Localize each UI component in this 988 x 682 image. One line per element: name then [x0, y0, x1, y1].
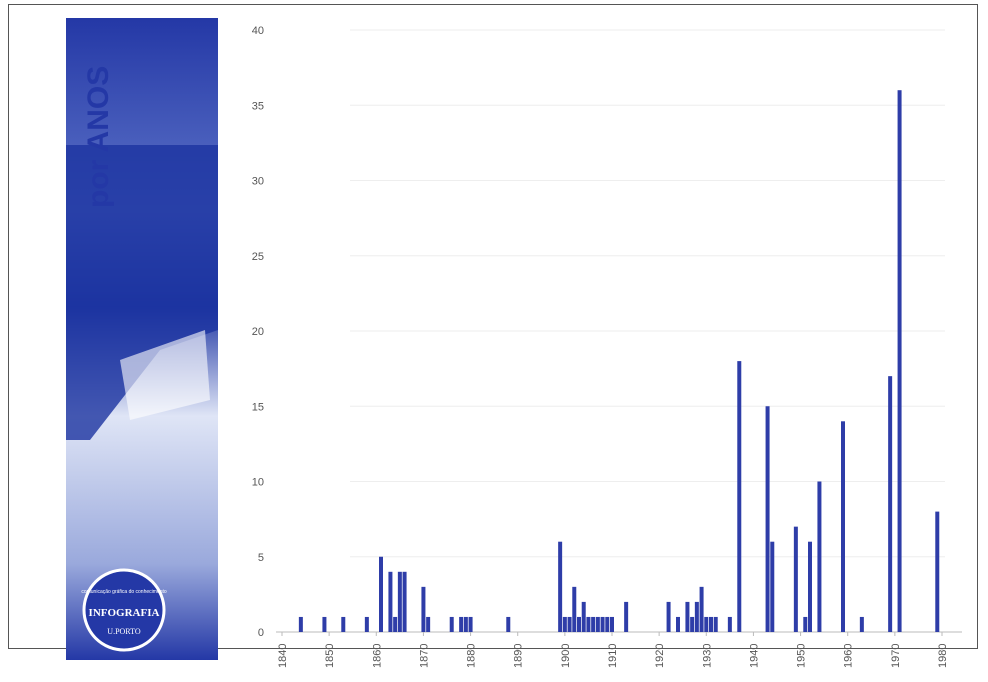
bar [450, 617, 454, 632]
bar [860, 617, 864, 632]
y-tick-label: 5 [258, 552, 264, 564]
x-tick-label: 1860 [371, 644, 383, 668]
bar [582, 602, 586, 632]
bar [388, 572, 392, 632]
bar [714, 617, 718, 632]
x-tick-label: 1880 [466, 644, 478, 668]
bar [299, 617, 303, 632]
bar [770, 542, 774, 632]
bar [676, 617, 680, 632]
bar [341, 617, 345, 632]
bar [794, 527, 798, 632]
bar [596, 617, 600, 632]
bar [393, 617, 397, 632]
x-tick-label: 1890 [513, 644, 525, 668]
bar [469, 617, 473, 632]
bar [459, 617, 463, 632]
bar [700, 587, 704, 632]
bar [577, 617, 581, 632]
y-tick-label: 25 [252, 251, 264, 263]
sidebar: por ANOS comunicação gráfica do conhecim… [66, 18, 218, 660]
bar [808, 542, 812, 632]
bar [817, 482, 821, 633]
bar [601, 617, 605, 632]
bar [426, 617, 430, 632]
sidebar-title: por ANOS [82, 66, 115, 208]
bar [803, 617, 807, 632]
bar [365, 617, 369, 632]
bar [403, 572, 407, 632]
y-tick-label: 10 [252, 477, 264, 489]
bar [563, 617, 567, 632]
y-tick-label: 30 [252, 176, 264, 188]
bar [766, 406, 770, 632]
y-tick-label: 0 [258, 627, 264, 639]
bar [935, 512, 939, 632]
x-tick-label: 1900 [560, 644, 572, 668]
y-tick-label: 35 [252, 100, 264, 112]
bar [667, 602, 671, 632]
bar [586, 617, 590, 632]
page: por ANOS comunicação gráfica do conhecim… [0, 0, 988, 682]
y-tick-label: 15 [252, 401, 264, 413]
bar [558, 542, 562, 632]
bar [605, 617, 609, 632]
x-tick-label: 1940 [748, 644, 760, 668]
x-tick-label: 1930 [701, 644, 713, 668]
bar [568, 617, 572, 632]
bar [379, 557, 383, 632]
x-tick-label: 1910 [607, 644, 619, 668]
bar [737, 361, 741, 632]
y-tick-label: 20 [252, 326, 264, 338]
bar [685, 602, 689, 632]
y-tick-label: 40 [252, 25, 264, 37]
bar [421, 587, 425, 632]
bar [695, 602, 699, 632]
bar [624, 602, 628, 632]
x-tick-label: 1870 [418, 644, 430, 668]
badge-caption: comunicação gráfica do conhecimento [81, 589, 167, 595]
bar [506, 617, 510, 632]
bar [898, 90, 902, 632]
bar [888, 376, 892, 632]
x-tick-label: 1960 [843, 644, 855, 668]
bar [728, 617, 732, 632]
badge-logo: U.PORTO [107, 627, 141, 636]
x-tick-label: 1950 [796, 644, 808, 668]
x-tick-label: 1840 [277, 644, 289, 668]
bar [398, 572, 402, 632]
bar [841, 421, 845, 632]
x-tick-label: 1970 [890, 644, 902, 668]
bar [591, 617, 595, 632]
x-tick-label: 1920 [654, 644, 666, 668]
bar [322, 617, 326, 632]
bar [704, 617, 708, 632]
bar [464, 617, 468, 632]
bar [610, 617, 614, 632]
x-tick-label: 1850 [324, 644, 336, 668]
bar [572, 587, 576, 632]
badge-title: INFOGRAFIA [89, 607, 160, 619]
bar [709, 617, 713, 632]
bar [690, 617, 694, 632]
chart: por ANOS comunicação gráfica do conhecim… [0, 0, 988, 682]
x-tick-label: 1980 [937, 644, 949, 668]
